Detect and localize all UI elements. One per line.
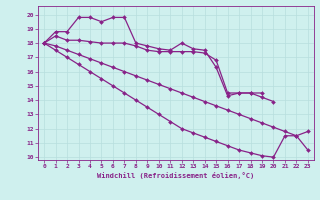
X-axis label: Windchill (Refroidissement éolien,°C): Windchill (Refroidissement éolien,°C) <box>97 172 255 179</box>
